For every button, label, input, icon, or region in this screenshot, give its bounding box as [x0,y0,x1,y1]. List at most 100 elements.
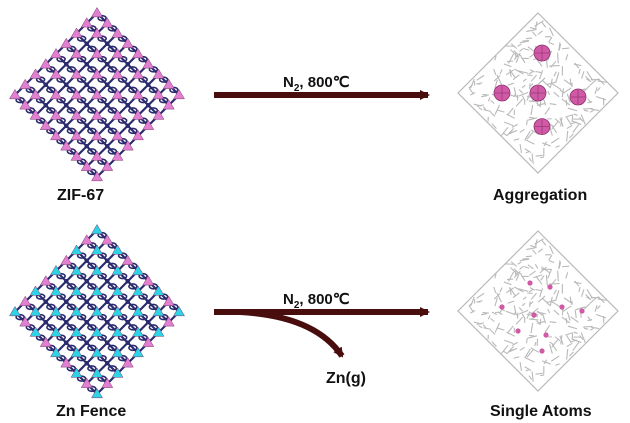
carbon-bond [528,157,533,162]
co-node [101,377,114,388]
carbon-bond [540,374,545,377]
linker-node [105,299,110,304]
linker-node [43,103,48,108]
carbon-bond [527,46,534,52]
carbon-bond [512,74,520,81]
linker-node [125,340,130,345]
co-node [91,7,103,18]
zn-fence-label: Zn Fence [56,403,127,420]
linker-node [84,82,89,87]
single-atom [531,312,537,318]
zn-node [111,244,124,255]
carbon-bond [566,348,569,360]
carbon-bond [542,80,551,88]
carbon-bond [548,254,553,261]
carbon-bond [541,360,551,365]
carbon-bond [519,128,525,133]
carbon-bond [572,342,580,351]
carbon-bond [503,339,514,345]
carbon-bond [594,87,598,94]
carbon-bond [530,292,537,300]
linker-node [146,320,151,325]
aggregation-label: Aggregation [493,187,588,204]
co-node [132,109,144,120]
linker-ring [87,148,97,155]
carbon-bond [494,79,498,89]
carbon-bond [518,53,522,57]
carbon-bond [500,344,509,355]
linker-node [84,103,89,108]
linker-node [43,320,48,325]
carbon-bond [517,43,522,47]
zn-node [91,388,103,399]
linker-node [84,62,89,67]
carbon-bond [499,287,503,293]
carbon-bond [526,29,536,33]
zn-node [91,224,103,235]
carbon-bond [494,55,497,61]
carbon-bond [596,305,601,310]
co-node [70,109,83,120]
zn-node [50,265,62,276]
carbon-bond [549,321,557,324]
carbon-bond [506,345,515,355]
carbon-bond [583,109,589,112]
linker-node [105,41,110,46]
carbon-bond [565,272,569,279]
carbon-bond [583,85,590,92]
co-node [29,68,42,79]
linker-ring [87,127,97,135]
carbon-bond [497,311,503,316]
co-node [111,27,124,38]
co-node [152,68,165,79]
top-condition-gas: N [283,74,294,91]
carbon-bond [530,74,537,82]
carbon-bond [499,308,503,314]
carbon-bond [541,313,547,324]
carbon-bond [583,325,593,328]
carbon-bond [549,103,557,106]
carbon-bond [515,316,524,325]
carbon-bond [541,239,547,246]
carbon-bond [476,292,485,299]
co-node [121,254,134,265]
carbon-bond [595,95,607,101]
carbon-bond [573,331,578,334]
zn-node [152,285,165,296]
zn-node [111,306,124,317]
linker-node [84,320,89,325]
linker-node [64,320,69,325]
carbon-bond [555,363,560,366]
linker-ring [128,127,138,135]
carbon-bond [551,83,562,90]
carbon-bond [535,275,543,285]
linker-ring [128,283,138,290]
carbon-bond [565,54,569,61]
carbon-bond [524,348,531,359]
linker-node [105,340,110,345]
co-node [50,130,62,141]
co-node [173,89,185,100]
carbon-bond [540,275,545,281]
carbon-bond [525,150,531,154]
carbon-bond [571,120,582,126]
carbon-bond [515,98,524,107]
carbon-bond [549,282,560,285]
co-node [39,58,52,69]
carbon-bond [528,100,539,103]
carbon-bond [589,296,598,305]
carbon-bond [496,292,502,303]
linker-node [105,258,110,263]
carbon-bond [597,298,608,301]
carbon-bond [585,76,591,81]
carbon-bond [518,91,529,97]
carbon-bond [468,305,474,313]
carbon-bond [586,289,594,299]
bottom-condition-subscript: 2 [293,300,300,311]
linker-ring [128,86,138,94]
single-atom [547,284,553,290]
linker-node [64,123,69,128]
co-node [162,99,175,110]
zn-node [50,326,62,337]
carbon-bond [510,43,518,49]
